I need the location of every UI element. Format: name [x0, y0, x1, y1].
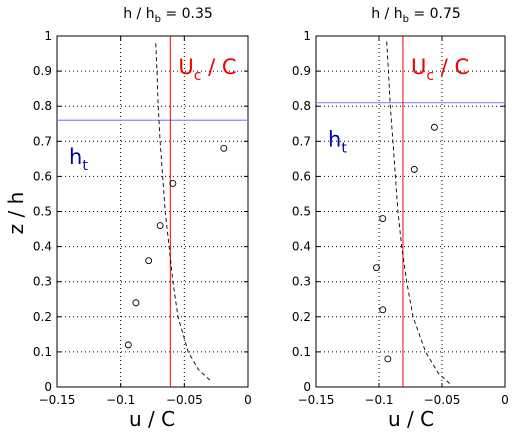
right-panel-title-subscript: b — [403, 14, 409, 25]
left-observation-point — [156, 222, 164, 229]
right-ht-annotation: ht — [328, 128, 347, 157]
left-ytick-label: 0 — [44, 380, 52, 394]
right-ytick-label: 0.2 — [292, 310, 311, 324]
left-ht-annotation: ht — [69, 145, 88, 174]
left-xlabel: u / C — [129, 407, 175, 431]
right-xtick-label: −0.1 — [364, 393, 393, 407]
right-uc-annotation: Uc / C — [411, 55, 469, 84]
right-ytick-label: 0 — [303, 380, 311, 394]
right-ytick-label: 0.7 — [292, 134, 311, 148]
right-xtick-label: 0 — [501, 393, 509, 407]
left-ytick-label: 0.5 — [33, 205, 52, 219]
left-ytick-label: 0.1 — [33, 345, 52, 359]
right-observation-point — [430, 123, 438, 131]
left-ytick-label: 0.7 — [33, 134, 52, 148]
right-ytick-label: 0.6 — [292, 169, 311, 183]
left-panel-title-subscript: b — [155, 14, 161, 25]
right-observation-point — [384, 355, 392, 363]
right-xtick-label: −0.15 — [298, 393, 335, 407]
left-observation-point — [220, 144, 228, 152]
right-model-curve — [386, 39, 450, 384]
right-observation-point — [379, 215, 387, 222]
right-xtick-label: −0.05 — [424, 393, 461, 407]
left-ytick-label: 0.3 — [33, 275, 52, 289]
left-model-curve — [155, 42, 211, 381]
left-observation-point — [132, 299, 140, 307]
right-observation-point — [410, 165, 418, 173]
left-panel-title: h / hb = 0.35 — [123, 6, 213, 25]
left-xtick-label: −0.05 — [166, 393, 203, 407]
right-ytick-label: 1 — [303, 29, 311, 43]
left-ytick-label: 1 — [44, 29, 52, 43]
right-ytick-label: 0.3 — [292, 275, 311, 289]
right-ytick-label: 0.8 — [292, 99, 311, 113]
right-observation-point — [379, 306, 387, 314]
right-xlabel: u / C — [388, 407, 434, 431]
right-panel-title: h / hb = 0.75 — [371, 6, 461, 25]
left-ylabel: z / h — [4, 192, 28, 235]
left-uc-annotation: Uc / C — [178, 55, 236, 84]
left-ytick-label: 0.2 — [33, 310, 52, 324]
left-ytick-label: 0.4 — [33, 240, 52, 254]
left-observation-point — [124, 341, 132, 349]
left-xtick-label: 0 — [244, 393, 252, 407]
right-observation-point — [373, 264, 380, 272]
left-panel: h / hb = 0.35 z / h u / C −0.15 −0.1 −0.05… — [4, 6, 252, 431]
right-panel: h / hb = 0.75 u / C −0.15 −0.1 −0.05 0 0 0.1 0… — [292, 6, 509, 431]
left-ytick-label: 0.6 — [33, 169, 52, 183]
left-xtick-label: −0.15 — [39, 393, 76, 407]
left-ytick-label: 0.8 — [33, 99, 52, 113]
left-observation-point — [169, 179, 177, 187]
left-observation-point — [145, 257, 153, 265]
left-ytick-label: 0.9 — [33, 64, 52, 78]
left-xtick-label: −0.1 — [106, 393, 135, 407]
right-ytick-label: 0.5 — [292, 205, 311, 219]
right-ytick-label: 0.1 — [292, 345, 311, 359]
right-ytick-label: 0.9 — [292, 64, 311, 78]
right-ytick-label: 0.4 — [292, 240, 311, 254]
